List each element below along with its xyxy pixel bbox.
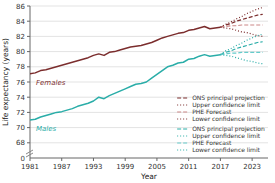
grid-line	[30, 21, 268, 22]
series-line	[220, 55, 262, 64]
axis-break-label: 0	[21, 155, 25, 163]
legend-swatch	[177, 128, 189, 129]
y-tick	[27, 127, 30, 128]
x-tick	[93, 158, 94, 161]
legend-swatch	[177, 111, 189, 112]
legend-entry: Lower confidence limit	[192, 146, 260, 153]
x-tick	[252, 158, 253, 161]
grid-line	[30, 36, 268, 37]
legend-swatch	[177, 135, 189, 136]
legend-swatch	[177, 97, 189, 98]
x-tick	[156, 158, 157, 161]
x-tick-label: 2023	[243, 163, 261, 171]
x-tick-label: 2017	[211, 163, 229, 171]
chart: 68 70 72 74 76 78 80 82 84 86 1981 1987 1993 1999 2005…	[0, 0, 275, 183]
y-tick-label: 80	[16, 48, 25, 56]
x-tick	[188, 158, 189, 161]
x-tick	[220, 158, 221, 161]
x-tick	[30, 158, 31, 161]
series-line	[220, 34, 262, 55]
y-tick	[27, 21, 30, 22]
series-line	[220, 42, 262, 55]
grid-line	[30, 142, 268, 143]
series-line	[220, 14, 262, 27]
series-label: Females	[36, 79, 66, 87]
x-tick	[125, 158, 126, 161]
x-tick-label: 2011	[180, 163, 198, 171]
y-tick	[27, 112, 30, 113]
y-tick	[27, 142, 30, 143]
x-tick-label: 1999	[116, 163, 134, 171]
series-line	[220, 52, 262, 54]
grid-line	[30, 6, 268, 7]
series-label: Males	[36, 125, 57, 133]
y-tick-label: 78	[16, 63, 25, 71]
series-line	[220, 27, 262, 36]
direct-labels: Females Males	[36, 79, 66, 133]
y-axis-title: Life expectancy (years)	[1, 38, 10, 126]
grid-line	[30, 51, 268, 52]
y-tick	[27, 66, 30, 67]
lines	[30, 8, 263, 120]
axis-break	[26, 153, 33, 157]
legend-entry: PHE Forecast	[192, 139, 232, 146]
grid	[30, 6, 268, 143]
y-tick	[27, 82, 30, 83]
grid-line	[30, 66, 268, 67]
grid-line	[30, 82, 268, 83]
legend-swatch	[177, 142, 189, 143]
x-tick	[61, 158, 62, 161]
legend-swatch	[177, 118, 189, 119]
y-tick-label: 84	[16, 18, 25, 26]
y-tick-label: 82	[16, 33, 25, 41]
x-axis-title: Year	[140, 172, 158, 181]
x-tick-label: 2005	[148, 163, 166, 171]
y-tick-label: 72	[16, 109, 25, 117]
x-tick-label: 1987	[53, 163, 71, 171]
y-tick-label: 70	[16, 124, 25, 132]
x-tick-label: 1981	[21, 163, 39, 171]
legend-entry: PHE Forecast	[192, 108, 232, 115]
y-tick	[27, 36, 30, 37]
y-tick-label: 74	[16, 94, 25, 102]
x-tick-label: 1993	[85, 163, 103, 171]
y-tick	[27, 97, 30, 98]
grid-line	[30, 112, 268, 113]
series-line	[30, 27, 220, 74]
y-tick	[27, 6, 30, 7]
legend: ONS principal projectionUpper confidence…	[177, 94, 265, 153]
x-axis-line	[30, 158, 268, 159]
legend-swatch	[177, 149, 189, 150]
y-tick-label: 68	[16, 139, 25, 147]
legend-swatch	[177, 104, 189, 105]
y-tick-label: 76	[16, 79, 25, 87]
axes: 68 70 72 74 76 78 80 82 84 86 1981 1987 1993 1999 2005…	[16, 3, 268, 172]
legend-entry: Lower confidence limit	[192, 115, 260, 122]
series-line	[220, 25, 262, 27]
y-tick-label: 86	[16, 3, 25, 11]
series-line	[220, 8, 262, 28]
y-tick	[27, 51, 30, 52]
